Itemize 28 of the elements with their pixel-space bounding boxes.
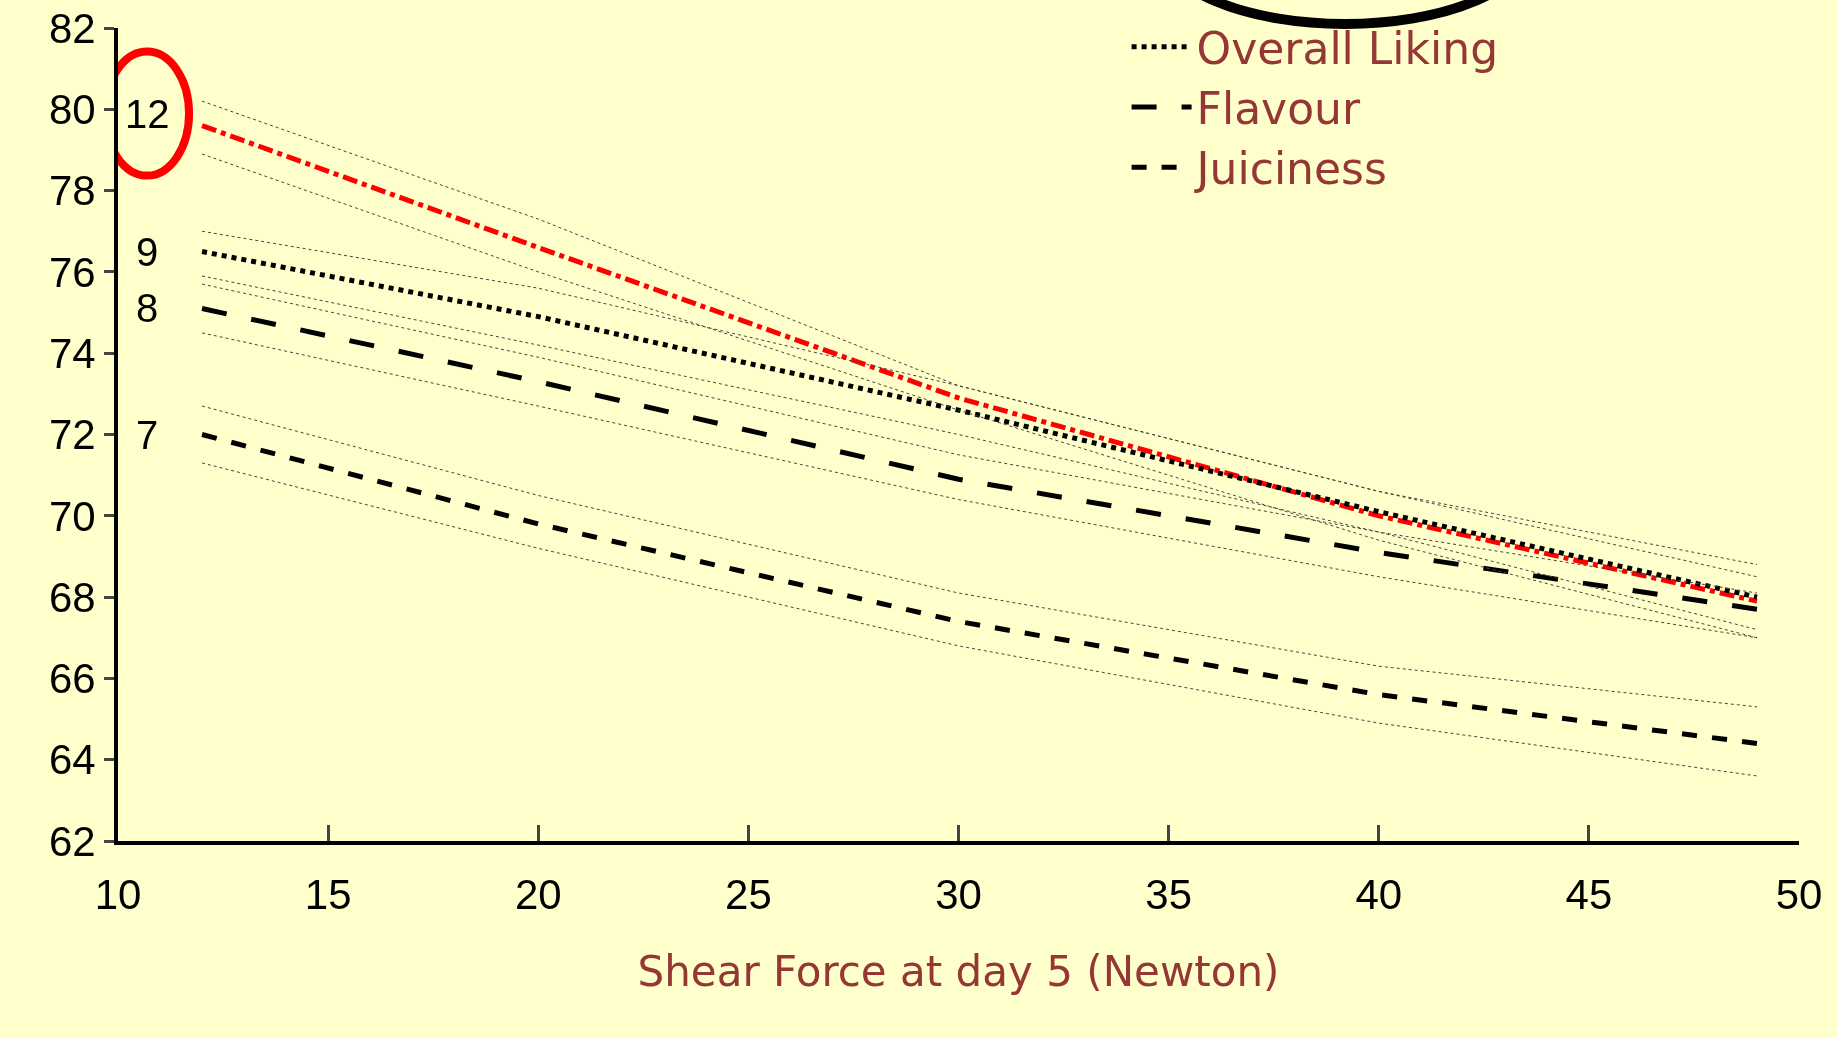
y-tick-label: 74 xyxy=(48,329,96,377)
y-tick-label: 82 xyxy=(48,4,96,52)
x-tick-label: 20 xyxy=(514,871,562,919)
x-axis-title: Shear Force at day 5 (Newton) xyxy=(637,946,1280,996)
legend-label: Overall Liking xyxy=(1196,23,1499,74)
x-tick-label: 45 xyxy=(1565,871,1613,919)
x-tick-label: 10 xyxy=(94,871,142,919)
y-tick-label: 64 xyxy=(48,736,96,784)
y-tick-label: 72 xyxy=(48,411,96,459)
x-tick-label: 35 xyxy=(1145,871,1192,919)
x-tick-label: 40 xyxy=(1355,871,1403,919)
y-tick-label: 76 xyxy=(48,248,96,296)
y-tick-label: 66 xyxy=(48,655,96,703)
y-tick-label: 70 xyxy=(48,492,96,540)
x-tick-label: 50 xyxy=(1775,871,1823,919)
annotation: 9 xyxy=(136,230,159,274)
annotation: 12 xyxy=(125,92,170,136)
y-tick-label: 62 xyxy=(48,817,96,865)
y-tick-label: 80 xyxy=(48,86,96,133)
legend-label: Juiciness xyxy=(1193,143,1387,195)
x-tick-label: 25 xyxy=(725,871,772,919)
y-tick-label: 78 xyxy=(48,167,96,215)
annotation: 8 xyxy=(136,286,159,330)
x-tick-label: 30 xyxy=(935,871,982,919)
legend-label: Flavour xyxy=(1196,83,1361,135)
annotation: 7 xyxy=(136,413,159,457)
y-tick-label: 68 xyxy=(48,573,96,621)
x-tick-label: 15 xyxy=(304,871,352,919)
